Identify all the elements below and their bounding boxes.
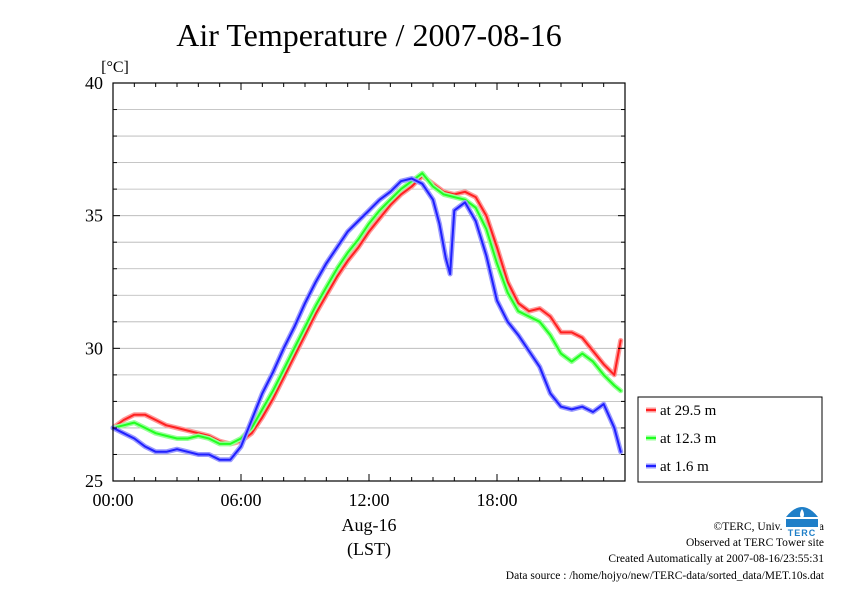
- y-tick-label: 40: [85, 73, 103, 93]
- chart-title: Air Temperature / 2007-08-16: [176, 17, 562, 53]
- x-tick-label: 00:00: [92, 490, 133, 510]
- legend-label: at 12.3 m: [660, 431, 717, 447]
- y-tick-label: 25: [85, 471, 103, 491]
- series-halo-line: [110, 173, 624, 447]
- x-tick-label: 12:00: [348, 490, 389, 510]
- legend-box: [637, 396, 823, 483]
- x-axis-date: Aug-16: [342, 515, 397, 535]
- legend: at 29.5 m at 12.3 m at 1.6 m: [646, 403, 717, 475]
- x-tick-label: 06:00: [220, 490, 261, 510]
- y-tick-label: 30: [85, 338, 103, 358]
- terc-logo: TERC: [784, 503, 820, 537]
- x-axis-label: (LST): [347, 539, 391, 560]
- grid-lines: [113, 109, 625, 455]
- plot-frame: [112, 82, 626, 482]
- series-line: [112, 172, 622, 445]
- logo-text: TERC: [788, 528, 817, 537]
- footer-observed: Observed at TERC Tower site: [685, 537, 824, 549]
- y-tick-label: 35: [85, 206, 103, 226]
- x-tick-label: 18:00: [476, 490, 517, 510]
- legend-label: at 1.6 m: [660, 459, 709, 475]
- logo-wave-band: [786, 519, 818, 527]
- logo-drop-shape: [800, 509, 804, 519]
- series-line: [112, 177, 622, 461]
- series-line: [112, 174, 622, 445]
- x-axis-ticks: 00:00 06:00 12:00 18:00: [92, 83, 626, 510]
- y-axis-unit: [°C]: [101, 59, 129, 76]
- footer-created: Created Automatically at 2007-08-16/23:5…: [608, 553, 824, 565]
- legend-label: at 29.5 m: [660, 403, 717, 419]
- y-axis-ticks: 25 30 35 40: [85, 73, 625, 491]
- footer-data-source: Data source : /home/hojyo/new/TERC-data/…: [505, 570, 824, 582]
- series-layer: [110, 170, 624, 463]
- series-halo-line: [110, 176, 624, 463]
